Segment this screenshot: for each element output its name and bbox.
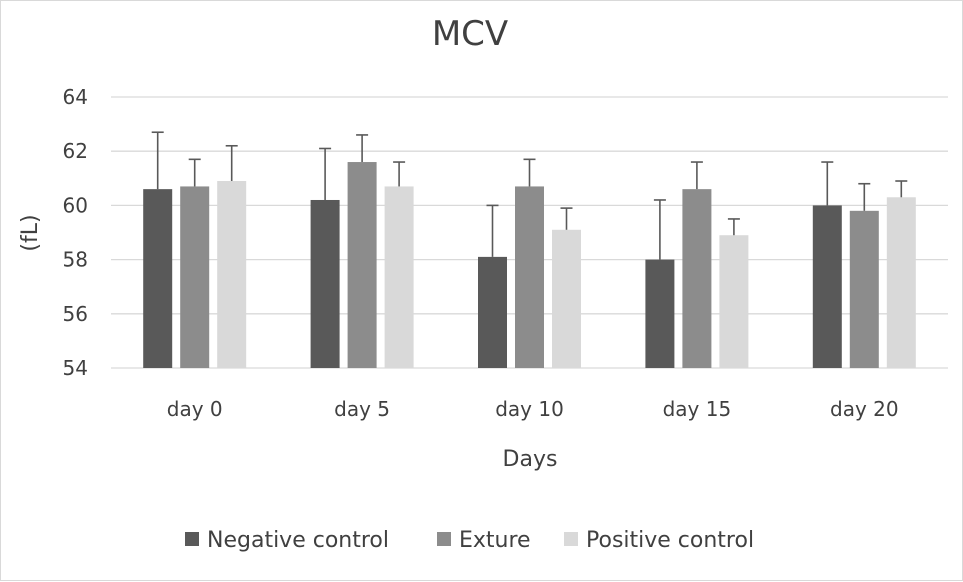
error-bar	[486, 204, 499, 257]
x-axis-title: Days	[503, 447, 558, 472]
legend-label: Negative control	[207, 528, 389, 553]
error-bar	[821, 161, 834, 206]
x-tick-label: day 5	[334, 397, 390, 421]
error-bar	[319, 147, 332, 200]
bar-negative-control-day-5	[310, 199, 340, 368]
bar-positive-control-day-5	[384, 186, 414, 368]
error-bar	[151, 131, 164, 190]
bar-positive-control-day-10	[552, 229, 581, 368]
error-bar	[690, 161, 703, 190]
legend-label: Positive control	[586, 528, 754, 553]
y-tick-label: 58	[63, 248, 88, 272]
legend-swatch	[564, 532, 578, 546]
y-tick-label: 62	[63, 139, 88, 163]
error-bar	[225, 144, 238, 182]
error-bar	[727, 218, 740, 236]
bar-exture-day-0	[180, 186, 210, 368]
y-tick-labels: 54 56 58 60 62 64	[63, 85, 88, 380]
bar-exture-day-10	[515, 186, 544, 368]
error-bar	[523, 158, 536, 187]
bar-negative-control-day-15	[645, 259, 675, 368]
bar-negative-control-day-10	[478, 256, 507, 368]
error-bar	[560, 207, 573, 230]
x-tick-label: day 20	[830, 397, 899, 421]
legend-item: Negative control	[185, 528, 389, 553]
legend-label: Exture	[459, 528, 531, 553]
legend-swatch	[437, 532, 451, 546]
bar-positive-control-day-0	[217, 181, 247, 368]
error-bar	[188, 158, 201, 187]
bar-negative-control-day-0	[143, 189, 173, 368]
x-tick-label: day 0	[167, 397, 223, 421]
legend-item: Positive control	[564, 528, 754, 553]
x-tick-label: day 10	[495, 397, 564, 421]
error-bar	[858, 182, 871, 211]
error-bars	[151, 131, 908, 260]
bar-positive-control-day-15	[719, 235, 749, 368]
x-tick-labels: day 0 day 5 day 10 day 15 day 20	[167, 397, 899, 421]
bar-negative-control-day-20	[812, 205, 842, 368]
error-bar	[393, 161, 406, 187]
bar-exture-day-15	[682, 189, 712, 368]
bars	[143, 162, 916, 368]
error-bar	[653, 199, 666, 260]
y-tick-label: 60	[63, 193, 88, 217]
y-tick-label: 64	[63, 85, 88, 109]
y-axis-title: (fL)	[18, 214, 43, 251]
chart-title: MCV	[432, 14, 508, 54]
x-tick-label: day 15	[663, 397, 732, 421]
error-bar	[356, 134, 369, 163]
legend-swatch	[185, 532, 199, 546]
y-tick-label: 54	[63, 356, 88, 380]
bar-exture-day-20	[849, 210, 879, 368]
error-bar	[895, 180, 908, 198]
y-tick-label: 56	[63, 302, 88, 326]
bar-positive-control-day-20	[886, 197, 916, 368]
legend: Negative control Exture Positive control	[185, 528, 754, 553]
legend-item: Exture	[437, 528, 531, 553]
bar-exture-day-5	[347, 162, 377, 368]
